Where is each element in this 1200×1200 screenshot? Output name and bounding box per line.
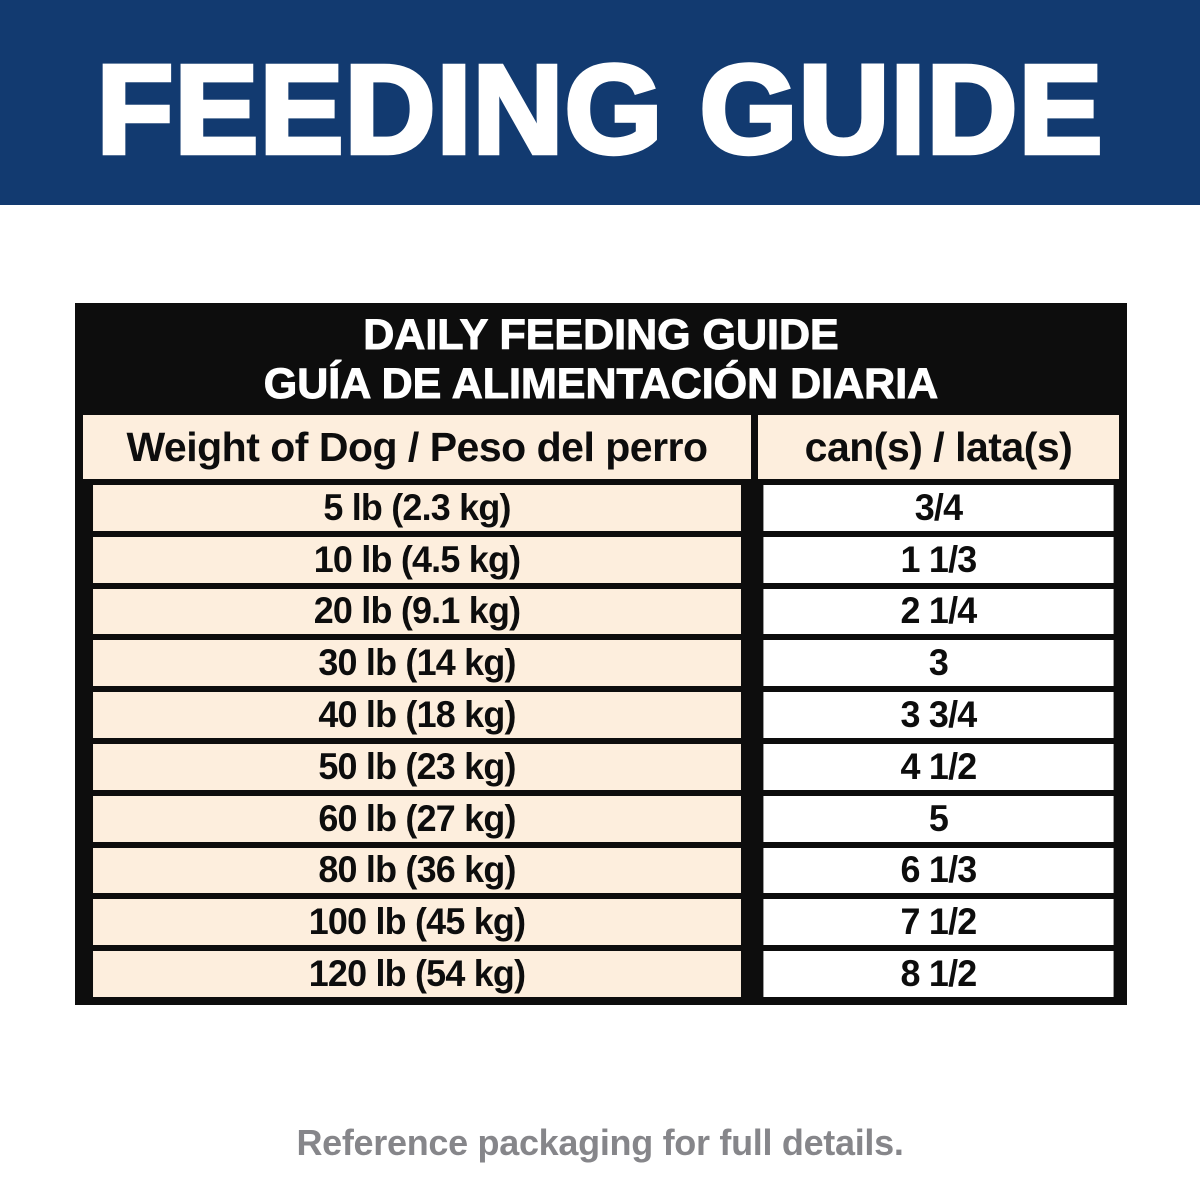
cell-cans: 4 1/2 (763, 743, 1114, 790)
table-row: 50 lb (23 kg) 4 1/2 (83, 743, 1119, 790)
cell-weight: 40 lb (18 kg) (93, 692, 741, 738)
table-row: 20 lb (9.1 kg) 2 1/4 (83, 588, 1119, 635)
cell-weight: 100 lb (45 kg) (93, 899, 741, 946)
table-row: 100 lb (45 kg) 7 1/2 (83, 899, 1119, 946)
table-row: 30 lb (14 kg) 3 (83, 640, 1119, 687)
cell-weight: 50 lb (23 kg) (93, 743, 741, 790)
cell-cans: 6 1/3 (763, 847, 1114, 894)
footer-note: Reference packaging for full details. (296, 1122, 904, 1163)
cell-weight: 10 lb (4.5 kg) (93, 536, 741, 583)
cell-cans: 1 1/3 (763, 536, 1114, 583)
column-header-cans: can(s) / lata(s) (758, 415, 1119, 479)
cell-cans: 3 (763, 640, 1114, 687)
cell-weight: 20 lb (9.1 kg) (93, 588, 741, 635)
cell-cans: 3 3/4 (763, 692, 1114, 738)
feeding-guide-banner: FEEDING GUIDE (0, 0, 1200, 205)
table-row: 80 lb (36 kg) 6 1/3 (83, 847, 1119, 894)
table-row: 10 lb (4.5 kg) 1 1/3 (83, 536, 1119, 583)
cell-cans: 2 1/4 (763, 588, 1114, 635)
daily-feeding-table: DAILY FEEDING GUIDE GUÍA DE ALIMENTACIÓN… (75, 303, 1127, 1005)
cell-cans: 5 (763, 795, 1114, 842)
cell-cans: 8 1/2 (763, 951, 1114, 997)
column-header-weight: Weight of Dog / Peso del perro (83, 415, 751, 479)
cell-weight: 60 lb (27 kg) (93, 795, 741, 842)
table-row: 5 lb (2.3 kg) 3/4 (83, 485, 1119, 531)
banner-title: FEEDING GUIDE (94, 37, 1105, 183)
table-header-row: Weight of Dog / Peso del perro can(s) / … (83, 415, 1119, 479)
table-title-band: DAILY FEEDING GUIDE GUÍA DE ALIMENTACIÓN… (83, 311, 1119, 409)
cell-weight: 30 lb (14 kg) (93, 640, 741, 687)
table-title-english: DAILY FEEDING GUIDE (363, 311, 839, 360)
table-row: 40 lb (18 kg) 3 3/4 (83, 692, 1119, 738)
table-row: 60 lb (27 kg) 5 (83, 795, 1119, 842)
cell-weight: 5 lb (2.3 kg) (93, 485, 741, 531)
cell-cans: 7 1/2 (763, 899, 1114, 946)
cell-cans: 3/4 (763, 485, 1114, 531)
table-title-spanish: GUÍA DE ALIMENTACIÓN DIARIA (263, 360, 939, 409)
cell-weight: 80 lb (36 kg) (93, 847, 741, 894)
table-row: 120 lb (54 kg) 8 1/2 (83, 951, 1119, 997)
cell-weight: 120 lb (54 kg) (93, 951, 741, 997)
